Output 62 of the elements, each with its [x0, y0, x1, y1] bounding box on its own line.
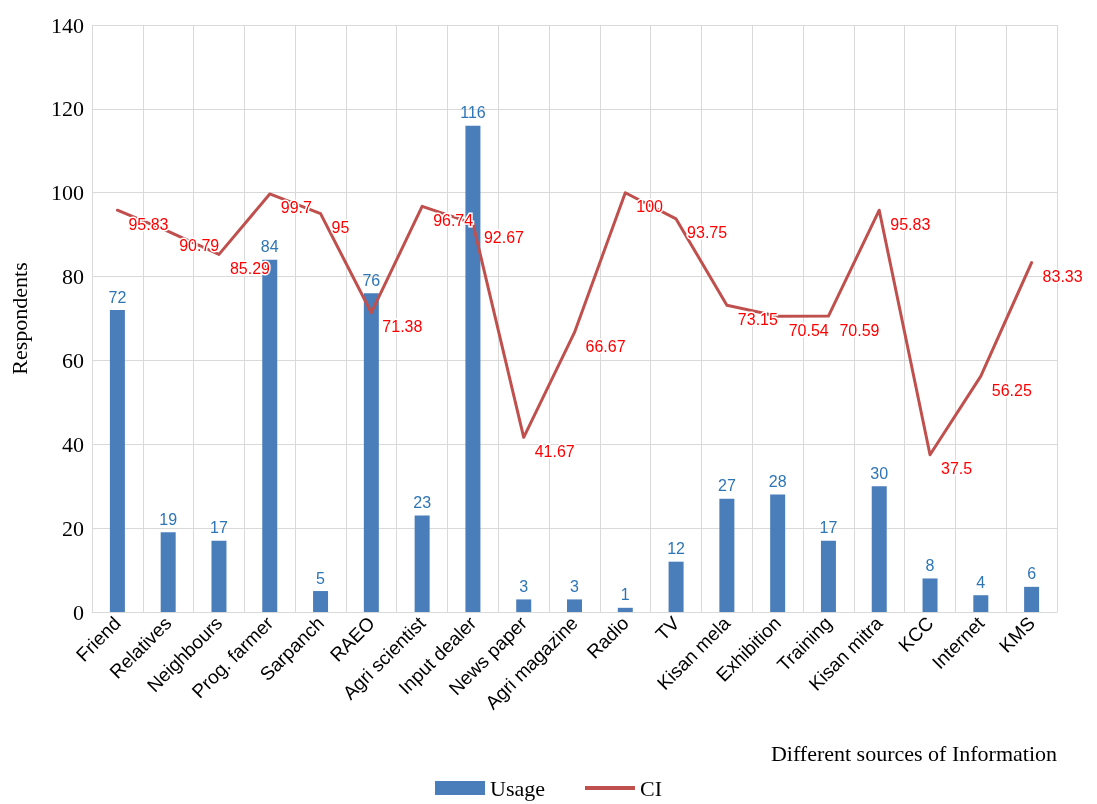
- data-label: 23: [413, 494, 432, 512]
- y-tick-label: 140: [51, 12, 84, 38]
- bar: [363, 293, 379, 612]
- data-label: 71.38: [382, 318, 423, 336]
- data-label: 70.59: [839, 321, 880, 339]
- data-label: 83.33: [1042, 268, 1083, 286]
- data-label: 72: [108, 288, 127, 306]
- bar: [313, 591, 329, 612]
- data-label: 8: [925, 556, 935, 574]
- data-label: 76: [362, 271, 381, 289]
- data-label: 73.15: [737, 310, 779, 328]
- data-label: 5: [316, 569, 326, 587]
- bar: [820, 540, 836, 612]
- data-label: 4: [976, 573, 986, 591]
- y-tick-label: 40: [62, 431, 84, 457]
- data-label: 66.67: [585, 337, 626, 355]
- bar: [770, 494, 786, 612]
- data-label: 95: [331, 219, 350, 237]
- data-label: 3: [519, 577, 529, 595]
- bar: [719, 498, 735, 612]
- bar: [211, 540, 227, 612]
- data-label: 37.5: [941, 460, 973, 478]
- data-label: 1: [620, 586, 630, 604]
- bar: [516, 599, 532, 612]
- data-label: 30: [870, 464, 889, 482]
- data-label: 12: [667, 540, 686, 558]
- bar: [414, 515, 430, 612]
- bar: [922, 578, 938, 612]
- legend-label: CI: [639, 775, 662, 801]
- legend-label: Usage: [490, 775, 545, 801]
- y-tick-label: 100: [51, 180, 84, 206]
- data-label: 116: [460, 104, 486, 122]
- data-label: 28: [768, 473, 787, 491]
- bar: [617, 607, 633, 612]
- bar: [160, 532, 176, 612]
- x-axis-title: Different sources of Information: [770, 740, 1057, 766]
- bar: [668, 561, 684, 612]
- bar: [973, 595, 989, 612]
- y-tick-label: 60: [62, 347, 84, 373]
- bar: [567, 599, 582, 612]
- bar: [871, 486, 887, 612]
- y-tick-label: 80: [62, 264, 84, 290]
- data-label: 41.67: [534, 442, 575, 460]
- data-label: 56.25: [991, 381, 1032, 399]
- data-label: 3: [570, 577, 580, 595]
- data-label: 70.54: [788, 321, 829, 339]
- bar: [109, 310, 125, 612]
- y-axis-title: Respondents: [6, 262, 32, 375]
- data-label: 6: [1027, 565, 1037, 583]
- data-label: 92.67: [483, 228, 525, 246]
- data-label: 27: [717, 477, 736, 495]
- y-tick-label: 20: [62, 515, 84, 541]
- data-label: 84: [260, 238, 279, 256]
- bar: [1024, 586, 1040, 612]
- data-label: 99.7: [280, 199, 313, 217]
- data-label: 95.83: [890, 215, 931, 233]
- data-label: 17: [210, 519, 228, 537]
- data-label: 17: [819, 519, 838, 537]
- data-label: 93.75: [687, 224, 728, 242]
- y-tick-label: 120: [51, 96, 84, 122]
- x-tick-label: TV: [651, 612, 684, 645]
- data-label: 19: [159, 510, 178, 528]
